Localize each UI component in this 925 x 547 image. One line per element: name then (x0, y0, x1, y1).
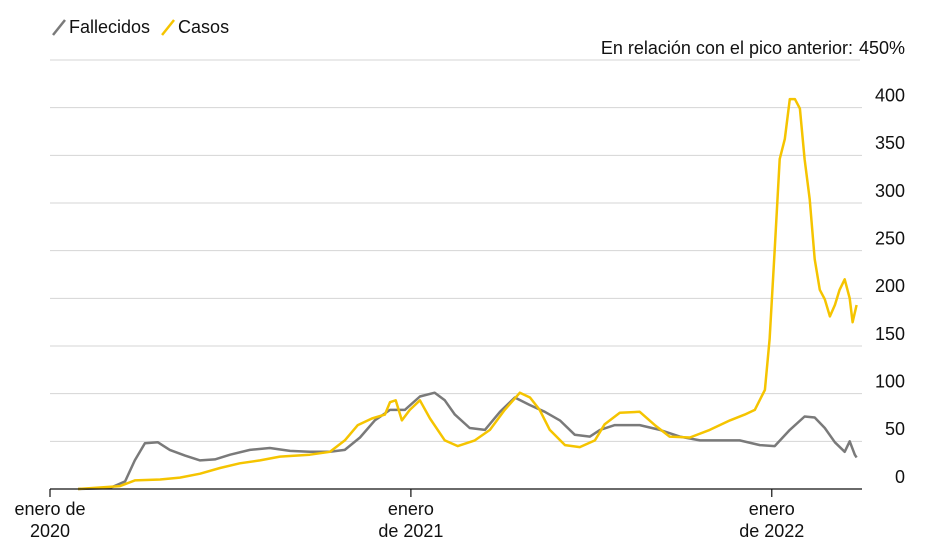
line (78, 391, 858, 491)
y-tick-label: 400 (875, 85, 905, 105)
y-tick-label: 0 (895, 467, 905, 487)
y-tick-label: 150 (875, 324, 905, 344)
legend-swatch (161, 19, 176, 36)
y-tick-label: 350 (875, 133, 905, 153)
annotation: En relación con el pico anterior: (601, 38, 853, 58)
y-tick-label: 50 (885, 419, 905, 439)
legend-swatch (52, 19, 66, 36)
x-tick-label: enero de 2022 (739, 499, 805, 541)
y-tick-label: 100 (875, 371, 905, 391)
legend-label: Casos (178, 17, 229, 37)
y-tick-label: 250 (875, 228, 905, 248)
legend-label: Fallecidos (69, 17, 150, 37)
y-tick-label: 450% (859, 38, 905, 58)
y-tick-label: 200 (875, 276, 905, 296)
x-tick-label: enero de 2020 (14, 499, 86, 541)
line (78, 97, 858, 491)
y-tick-label: 300 (875, 181, 905, 201)
x-tick-label: enero de 2021 (378, 499, 444, 541)
